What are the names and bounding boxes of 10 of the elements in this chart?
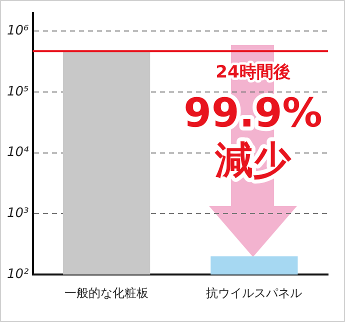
annotation: 減少 [214, 138, 292, 182]
annotation: 99.9% [184, 90, 322, 136]
x-tick-label: 抗ウイルスパネル [206, 286, 302, 300]
y-tick-label: 10² [6, 266, 29, 282]
y-tick-label: 10⁵ [6, 84, 29, 100]
x-tick-label: 一般的な化粧板 [64, 286, 149, 300]
y-tick-label: 10⁶ [6, 24, 29, 38]
y-tick-label: 10³ [6, 206, 29, 222]
y-tick-label: 10⁴ [6, 145, 30, 160]
annotation: 24時間後 [216, 62, 290, 82]
